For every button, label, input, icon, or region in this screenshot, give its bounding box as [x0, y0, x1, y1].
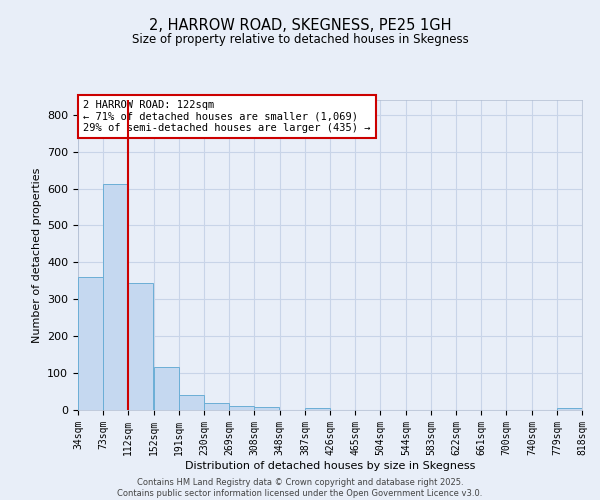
Text: 2, HARROW ROAD, SKEGNESS, PE25 1GH: 2, HARROW ROAD, SKEGNESS, PE25 1GH — [149, 18, 451, 32]
Text: Contains HM Land Registry data © Crown copyright and database right 2025.
Contai: Contains HM Land Registry data © Crown c… — [118, 478, 482, 498]
Bar — [179, 395, 204, 410]
Text: Size of property relative to detached houses in Skegness: Size of property relative to detached ho… — [131, 32, 469, 46]
Bar — [254, 407, 279, 410]
Bar — [154, 367, 179, 410]
Bar — [557, 408, 582, 410]
Bar — [128, 282, 153, 410]
Text: 2 HARROW ROAD: 122sqm
← 71% of detached houses are smaller (1,069)
29% of semi-d: 2 HARROW ROAD: 122sqm ← 71% of detached … — [83, 100, 371, 133]
X-axis label: Distribution of detached houses by size in Skegness: Distribution of detached houses by size … — [185, 460, 475, 470]
Bar — [204, 402, 229, 410]
Bar — [229, 406, 254, 410]
Y-axis label: Number of detached properties: Number of detached properties — [32, 168, 41, 342]
Bar — [103, 184, 128, 410]
Bar — [78, 277, 103, 410]
Bar — [305, 408, 330, 410]
